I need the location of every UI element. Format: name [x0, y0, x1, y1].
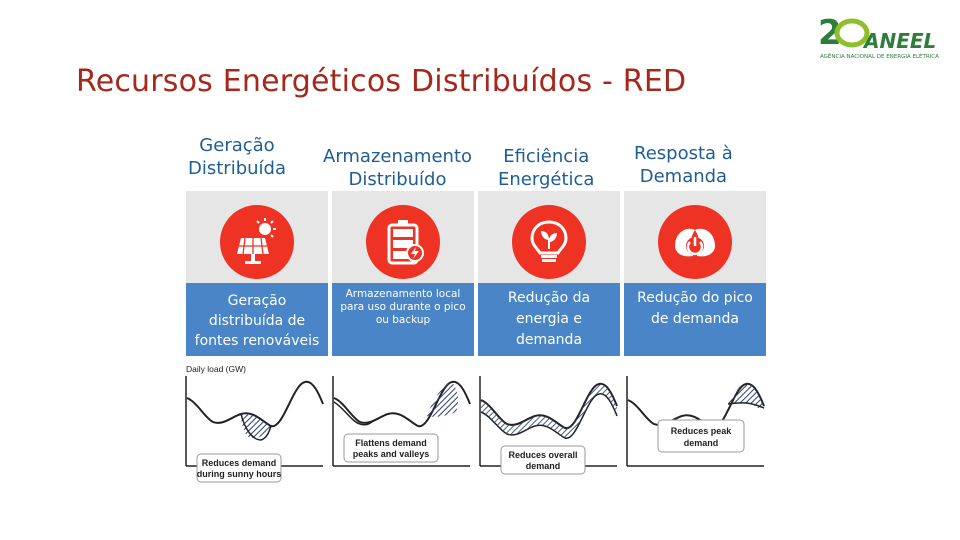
heading-armazenamento-line2: Distribuído — [348, 169, 447, 190]
chart-note-armazenamento-1: Flattens demand — [355, 438, 427, 448]
aneel-logo-graphic: 2 ANEEL AGÊNCIA NACIONAL DE ENERGIA ELÉT… — [818, 13, 939, 60]
svg-text:AGÊNCIA NACIONAL DE ENERGIA EL: AGÊNCIA NACIONAL DE ENERGIA ELÉTRICA — [820, 52, 939, 60]
column-geracao: Geração distribuída de fontes renováveis — [186, 191, 328, 356]
chart-note-eficiencia-2: demand — [526, 461, 561, 471]
heading-resposta-line2: Demanda — [639, 166, 728, 187]
aneel-logo: 2 ANEEL AGÊNCIA NACIONAL DE ENERGIA ELÉT… — [812, 8, 950, 64]
slide-title: Recursos Energéticos Distribuídos - RED — [76, 64, 687, 99]
description-geracao: Geração distribuída de fontes renováveis — [186, 283, 328, 356]
heading-resposta-line1: Resposta à — [634, 143, 733, 164]
chart-note-resposta-2: demand — [684, 438, 719, 448]
power-leaf-icon — [658, 205, 732, 279]
chart-note-eficiencia-1: Reduces overall — [508, 450, 577, 460]
heading-armazenamento: Armazenamento Distribuído — [323, 145, 472, 191]
column-resposta: Redução do pico de demanda — [624, 191, 766, 356]
description-eficiencia: Redução da energia e demanda — [478, 283, 620, 356]
heading-geracao-line1: Geração — [199, 135, 275, 156]
heading-geracao-line2: Distribuída — [188, 158, 286, 179]
chart-note-resposta-1: Reduces peak — [671, 426, 733, 436]
lightbulb-leaf-icon — [512, 205, 586, 279]
chart-note-armazenamento-2: peaks and valleys — [353, 449, 430, 459]
heading-armazenamento-line1: Armazenamento — [323, 146, 473, 167]
svg-text:2: 2 — [818, 13, 842, 53]
chart-note-geracao-1: Reduces demand — [202, 458, 277, 468]
axis-label-daily-load: Daily load (GW) — [186, 364, 246, 374]
solar-panel-icon — [220, 205, 294, 279]
heading-resposta: Resposta à Demanda — [634, 142, 733, 188]
column-armazenamento: Armazenamento local para uso durante o p… — [332, 191, 474, 356]
heading-eficiencia: Eficiência Energética — [498, 145, 594, 191]
description-armazenamento: Armazenamento local para uso durante o p… — [332, 283, 474, 356]
column-eficiencia: Redução da energia e demanda — [478, 191, 620, 356]
load-graph-armazenamento: Flattens demand peaks and valleys — [330, 360, 472, 488]
battery-icon — [366, 205, 440, 279]
load-graph-geracao: Daily load (GW) Reduces demand during su… — [183, 360, 325, 488]
load-graph-eficiencia: Reduces overall demand — [477, 360, 619, 488]
heading-eficiencia-line1: Eficiência — [503, 146, 590, 167]
description-resposta: Redução do pico de demanda — [624, 283, 766, 356]
heading-eficiencia-line2: Energética — [498, 169, 595, 190]
heading-geracao: Geração Distribuída — [188, 134, 286, 180]
chart-note-geracao-2: during sunny hours — [197, 469, 282, 479]
load-graph-resposta: Reduces peak demand — [624, 360, 766, 488]
svg-text:ANEEL: ANEEL — [862, 29, 936, 53]
